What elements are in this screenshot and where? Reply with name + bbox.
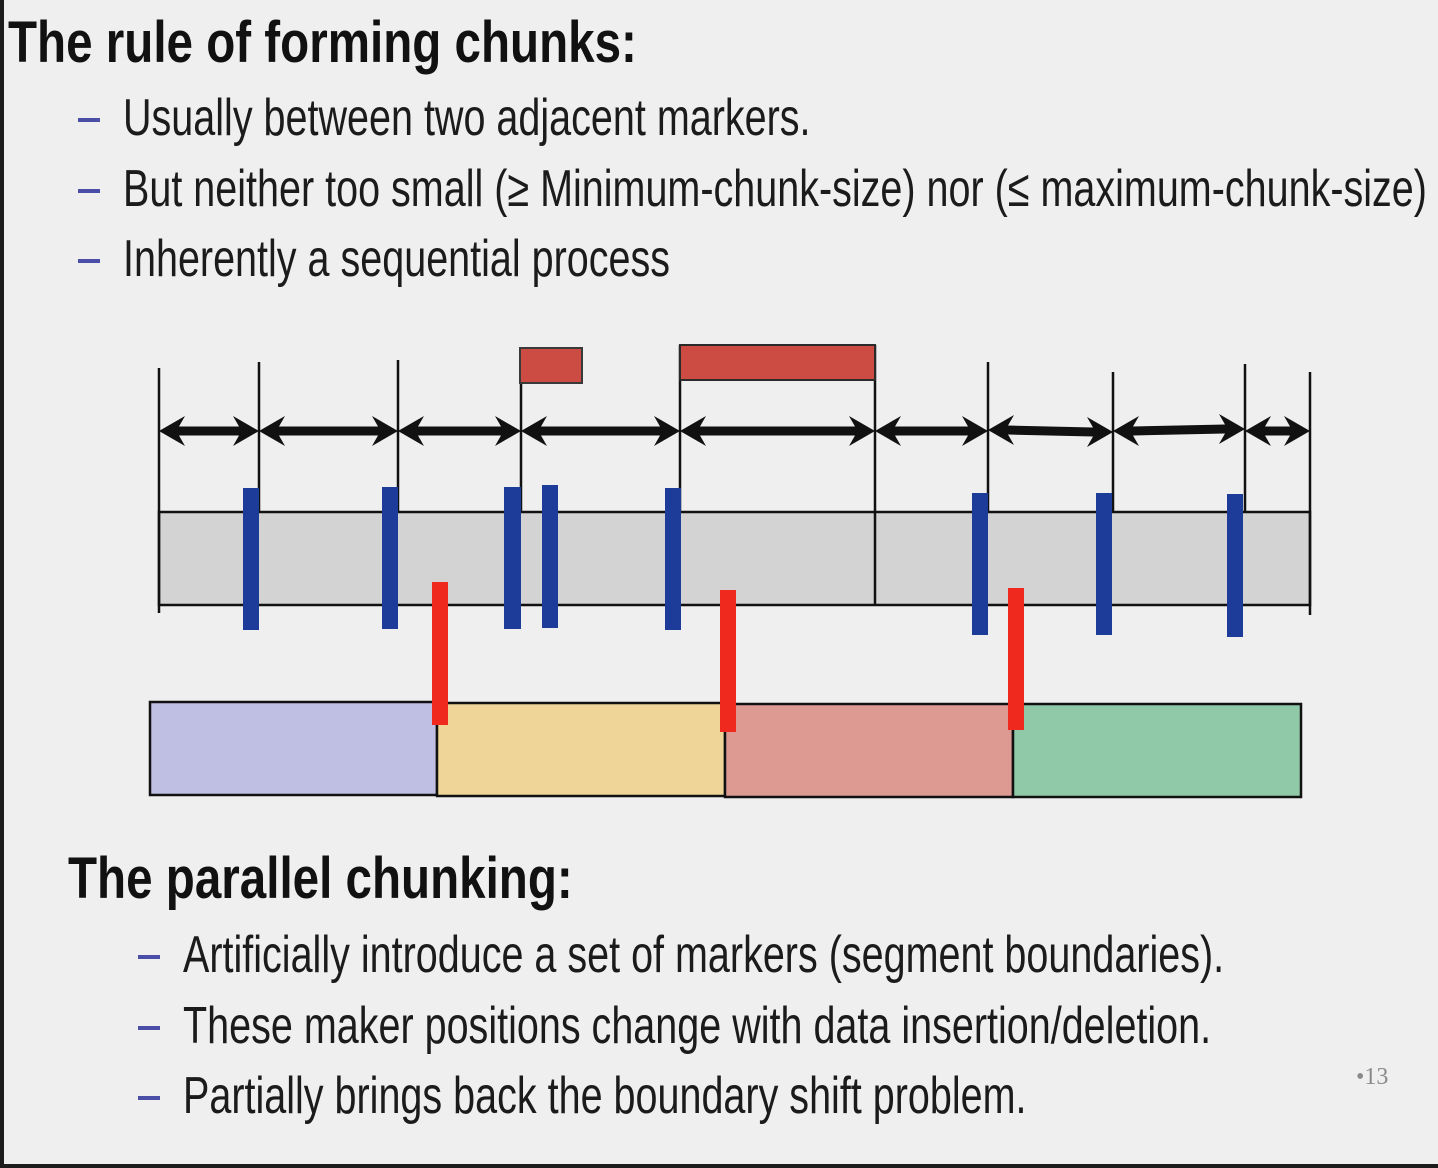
bullet-text: These maker positions change with data i…	[183, 997, 1212, 1055]
segment-boundary-markers	[432, 582, 1024, 732]
chunk-size-arrow	[1245, 416, 1310, 446]
content-marker	[972, 493, 988, 635]
bullet-dash	[78, 189, 100, 193]
bullet-item: These maker positions change with data i…	[0, 1000, 1438, 1056]
content-marker	[382, 487, 398, 629]
chunk-boundary-lines	[157, 345, 1312, 615]
bullet-dash	[78, 118, 100, 122]
content-marker	[1096, 493, 1112, 635]
chunk-size-arrows	[159, 414, 1310, 447]
chunk-size-arrow	[159, 416, 259, 446]
bullet-item: But neither too small (≥ Minimum-chunk-s…	[0, 163, 1438, 219]
section-heading: The parallel chunking:	[68, 846, 573, 911]
section-chunk-rule: The rule of forming chunks: Usually betw…	[0, 0, 1438, 300]
section-parallel-chunking: The parallel chunking: Artificially intr…	[0, 840, 1438, 1140]
slide-number: •13	[1356, 1064, 1389, 1090]
content-marker	[542, 485, 558, 628]
content-marker	[665, 488, 681, 630]
chunk-size-arrow	[680, 416, 875, 446]
bullet-item: Inherently a sequential process	[0, 233, 1438, 289]
slide-title: The rule of forming chunks:	[8, 10, 637, 75]
segment-boundary-marker	[1008, 588, 1024, 730]
bullet-text: But neither too small (≥ Minimum-chunk-s…	[123, 160, 1427, 218]
min-size-box	[519, 347, 583, 384]
segment-block-2	[435, 701, 727, 798]
content-marker	[504, 487, 521, 629]
chunk-size-arrow	[1113, 414, 1245, 446]
chunk-size-arrow	[398, 416, 521, 446]
chunk-size-arrow	[875, 416, 988, 446]
segment-block-3	[723, 702, 1015, 799]
bullet-dash	[138, 1096, 160, 1100]
content-marker	[243, 488, 259, 630]
segment-block-1	[148, 700, 439, 797]
bullet-text: Usually between two adjacent markers.	[123, 89, 811, 147]
content-markers	[243, 485, 1243, 637]
content-marker	[1227, 494, 1243, 637]
chunking-diagram	[148, 344, 1312, 799]
bullet-text: Artificially introduce a set of markers …	[183, 926, 1225, 984]
chunk-size-arrow	[259, 416, 398, 446]
bullet-item: Artificially introduce a set of markers …	[0, 929, 1438, 985]
bullet-text: Partially brings back the boundary shift…	[183, 1067, 1027, 1125]
bullet-item: Partially brings back the boundary shift…	[0, 1070, 1438, 1126]
bullet-item: Usually between two adjacent markers.	[0, 92, 1438, 148]
segment-boundary-marker	[720, 590, 736, 732]
bullet-text: Inherently a sequential process	[123, 230, 671, 288]
chunk-size-arrow	[521, 416, 680, 446]
bullet-dash	[138, 955, 160, 959]
data-stream-bar	[157, 510, 1312, 607]
max-size-box	[679, 344, 876, 381]
segment-boundary-marker	[432, 582, 448, 725]
bullet-dash	[78, 259, 100, 263]
bullet-dash	[138, 1026, 160, 1030]
segment-blocks	[148, 700, 1303, 799]
chunk-size-arrow	[988, 415, 1113, 447]
segment-block-4	[1011, 702, 1303, 799]
